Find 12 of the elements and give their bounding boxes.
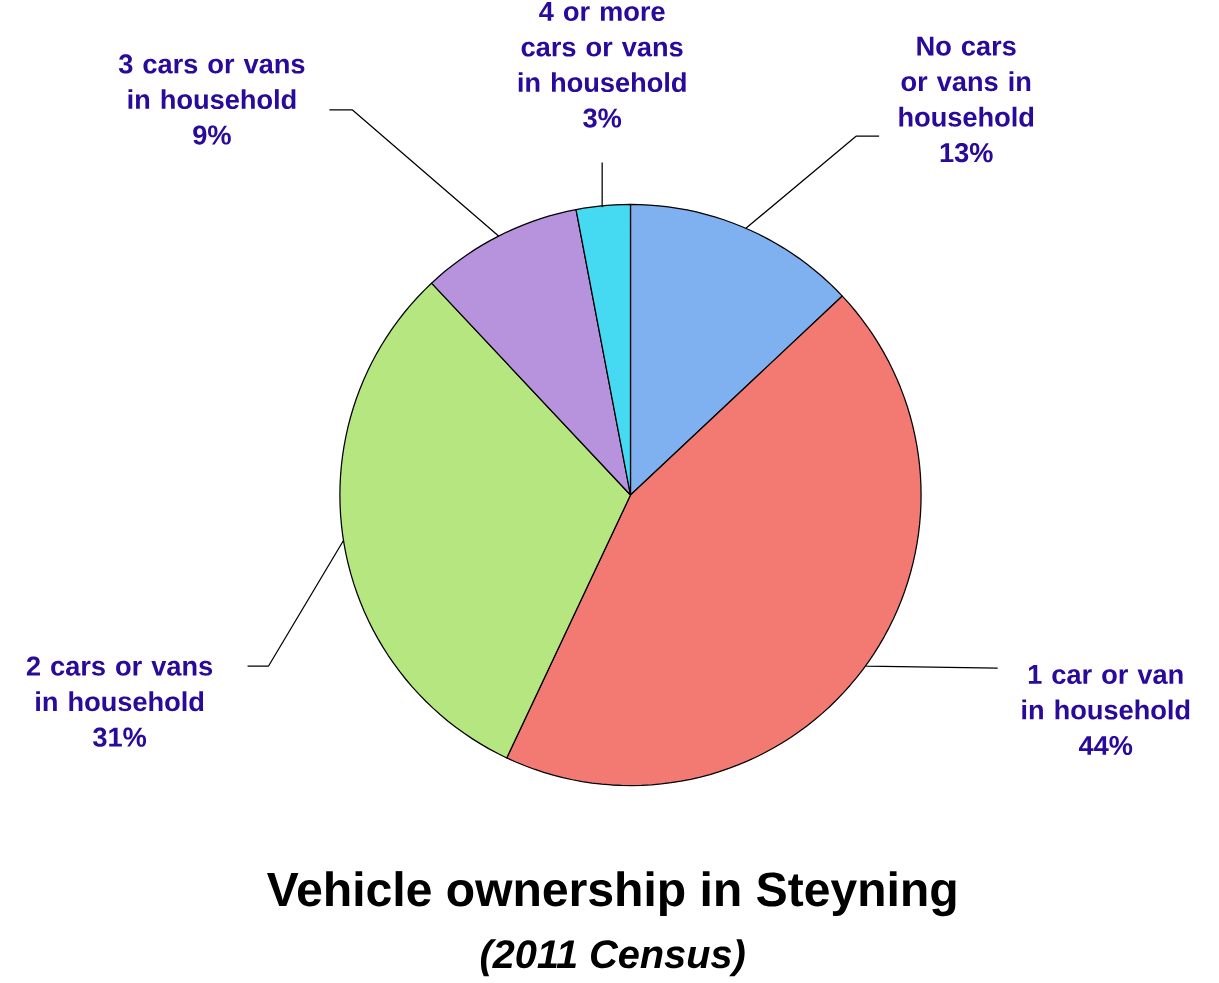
data-label: 13% — [940, 142, 993, 163]
text: Vehicle ownership in Steyning — [267, 871, 956, 917]
data-label: 31% — [93, 727, 147, 747]
data-label: 44% — [1078, 735, 1133, 755]
slice-label: 2 cars or vans in household — [26, 656, 213, 712]
text: (2011 Census) — [480, 939, 745, 977]
slice-label: 4 or more cars or vans in household — [518, 2, 686, 93]
slice-label: No cars or vans in household — [899, 36, 1034, 127]
slice-label: 3 cars or vans in household — [118, 54, 305, 110]
data-label: 3% — [583, 108, 622, 128]
data-label: 9% — [193, 125, 231, 145]
slice-label: 1 car or van in household — [1022, 665, 1190, 720]
